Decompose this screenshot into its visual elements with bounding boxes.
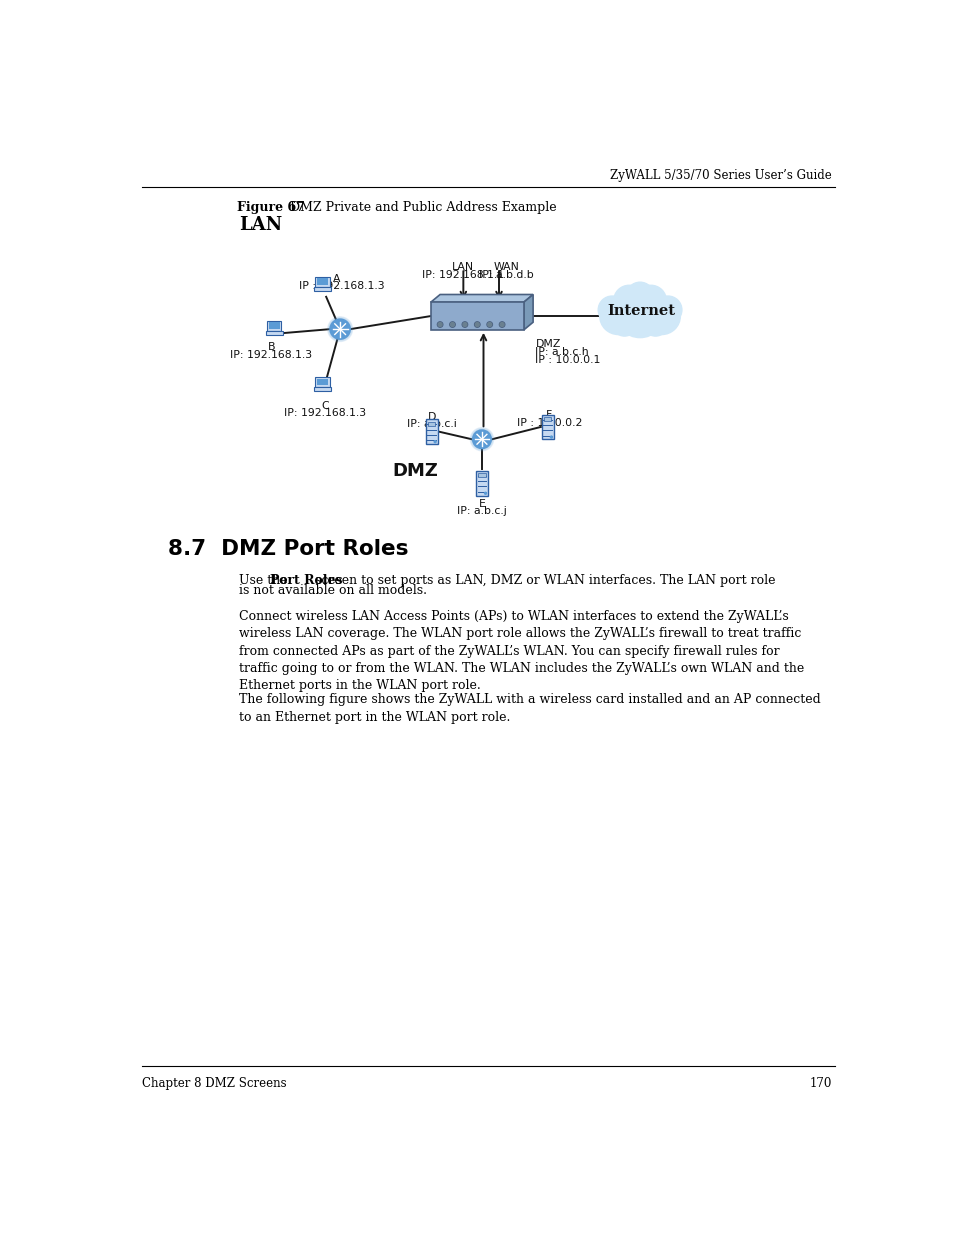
FancyBboxPatch shape bbox=[316, 278, 328, 285]
Text: The following figure shows the ZyWALL with a wireless card installed and an AP c: The following figure shows the ZyWALL wi… bbox=[239, 693, 821, 724]
Text: IP: 192.168.1.3: IP: 192.168.1.3 bbox=[284, 409, 366, 419]
Circle shape bbox=[475, 322, 478, 326]
Text: is not available on all models.: is not available on all models. bbox=[239, 584, 427, 597]
Text: DMZ: DMZ bbox=[535, 340, 560, 350]
Text: F: F bbox=[546, 410, 552, 420]
FancyBboxPatch shape bbox=[477, 473, 485, 477]
Text: Figure 67: Figure 67 bbox=[236, 200, 305, 214]
Text: IP : 10.0.0.2: IP : 10.0.0.2 bbox=[517, 417, 581, 427]
FancyBboxPatch shape bbox=[476, 471, 487, 495]
Text: Internet: Internet bbox=[607, 305, 675, 319]
Circle shape bbox=[615, 288, 664, 337]
Circle shape bbox=[328, 317, 353, 341]
Text: Use the: Use the bbox=[239, 574, 292, 587]
FancyBboxPatch shape bbox=[314, 377, 329, 388]
Circle shape bbox=[474, 322, 479, 327]
Circle shape bbox=[472, 430, 492, 450]
Text: IP: a.b.d.b: IP: a.b.d.b bbox=[478, 270, 534, 280]
Circle shape bbox=[330, 319, 350, 340]
Circle shape bbox=[642, 311, 667, 336]
FancyBboxPatch shape bbox=[267, 321, 281, 331]
Text: IP: a.b.c.i: IP: a.b.c.i bbox=[406, 419, 456, 430]
Text: LAN: LAN bbox=[239, 216, 282, 233]
Circle shape bbox=[462, 322, 466, 326]
FancyBboxPatch shape bbox=[425, 419, 437, 445]
Circle shape bbox=[498, 322, 504, 327]
Text: C: C bbox=[321, 401, 329, 411]
Text: screen to set ports as LAN, DMZ or WLAN interfaces. The LAN port role: screen to set ports as LAN, DMZ or WLAN … bbox=[311, 574, 775, 587]
FancyBboxPatch shape bbox=[543, 417, 551, 421]
FancyBboxPatch shape bbox=[265, 331, 283, 335]
Text: IP: 192.168.1.3: IP: 192.168.1.3 bbox=[230, 350, 312, 359]
Text: Connect wireless LAN Access Points (APs) to WLAN interfaces to extend the ZyWALL: Connect wireless LAN Access Points (APs)… bbox=[239, 610, 803, 692]
Circle shape bbox=[642, 298, 679, 335]
Polygon shape bbox=[523, 294, 533, 330]
Circle shape bbox=[635, 285, 666, 316]
Text: E: E bbox=[478, 499, 485, 509]
Circle shape bbox=[461, 322, 467, 327]
FancyBboxPatch shape bbox=[269, 322, 279, 330]
Text: ZyWALL 5/35/70 Series User’s Guide: ZyWALL 5/35/70 Series User’s Guide bbox=[610, 169, 831, 182]
Circle shape bbox=[613, 285, 644, 316]
Text: WAN: WAN bbox=[494, 262, 519, 272]
FancyBboxPatch shape bbox=[316, 379, 328, 385]
FancyBboxPatch shape bbox=[431, 303, 523, 330]
Circle shape bbox=[472, 430, 491, 448]
Circle shape bbox=[487, 322, 491, 326]
Circle shape bbox=[449, 322, 455, 327]
FancyBboxPatch shape bbox=[428, 421, 435, 426]
Circle shape bbox=[550, 436, 552, 438]
Text: DMZ Private and Public Address Example: DMZ Private and Public Address Example bbox=[290, 200, 556, 214]
Circle shape bbox=[437, 322, 441, 326]
Text: A: A bbox=[333, 274, 340, 284]
Text: Port Roles: Port Roles bbox=[270, 574, 342, 587]
Text: Chapter 8 DMZ Screens: Chapter 8 DMZ Screens bbox=[142, 1077, 287, 1089]
Circle shape bbox=[434, 441, 436, 442]
Circle shape bbox=[329, 319, 351, 340]
Circle shape bbox=[450, 322, 454, 326]
Circle shape bbox=[654, 296, 681, 324]
FancyBboxPatch shape bbox=[314, 277, 329, 288]
Polygon shape bbox=[431, 294, 533, 303]
Circle shape bbox=[598, 296, 625, 324]
Circle shape bbox=[486, 322, 492, 327]
Text: B: B bbox=[267, 342, 274, 352]
Text: 170: 170 bbox=[809, 1077, 831, 1089]
Text: IP: 192.168.1.1: IP: 192.168.1.1 bbox=[422, 270, 504, 280]
Circle shape bbox=[436, 322, 442, 327]
FancyBboxPatch shape bbox=[314, 288, 331, 291]
FancyBboxPatch shape bbox=[541, 415, 553, 440]
Text: D: D bbox=[427, 411, 436, 421]
Text: LAN: LAN bbox=[452, 262, 474, 272]
FancyBboxPatch shape bbox=[314, 388, 331, 391]
Text: IP: a.b.c.j: IP: a.b.c.j bbox=[456, 506, 506, 516]
Text: IP : 10.0.0.1: IP : 10.0.0.1 bbox=[535, 354, 600, 364]
Circle shape bbox=[612, 311, 637, 336]
Text: IP : 192.168.1.3: IP : 192.168.1.3 bbox=[298, 282, 384, 291]
Circle shape bbox=[499, 322, 503, 326]
Circle shape bbox=[625, 282, 654, 310]
Circle shape bbox=[599, 298, 637, 335]
Text: DMZ: DMZ bbox=[392, 462, 437, 480]
Text: 8.7  DMZ Port Roles: 8.7 DMZ Port Roles bbox=[168, 540, 408, 559]
Text: IP: a.b.c.h: IP: a.b.c.h bbox=[535, 347, 588, 357]
Circle shape bbox=[484, 493, 486, 494]
Circle shape bbox=[470, 427, 493, 451]
